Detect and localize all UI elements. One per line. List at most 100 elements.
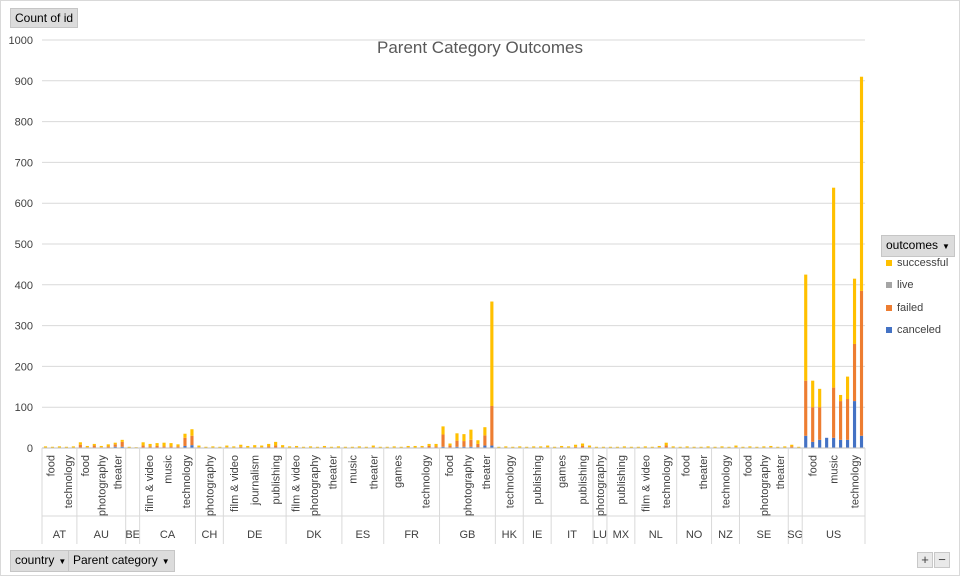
legend-label-failed: failed bbox=[897, 302, 924, 314]
bar-segment-successful bbox=[120, 439, 124, 442]
chevron-down-icon: ▼ bbox=[58, 557, 67, 566]
bar-segment-successful bbox=[497, 446, 501, 448]
bar-segment-failed bbox=[573, 446, 578, 448]
category-label: theater bbox=[368, 455, 380, 490]
category-label: theater bbox=[775, 455, 787, 490]
category-label: film & video bbox=[640, 455, 652, 512]
category-label: publishing bbox=[271, 455, 283, 505]
bar-segment-successful bbox=[678, 446, 682, 448]
category-label: technology bbox=[721, 455, 733, 509]
category-label: theater bbox=[328, 455, 340, 490]
bar-segment-successful bbox=[64, 446, 68, 448]
bar-segment-successful bbox=[741, 446, 745, 448]
category-label: games bbox=[557, 455, 569, 489]
bar-segment-successful bbox=[155, 443, 159, 446]
bar-segment-successful bbox=[43, 446, 48, 448]
category-label: food bbox=[808, 455, 820, 476]
bar-segment-successful bbox=[734, 445, 738, 448]
bar-segment-successful bbox=[636, 446, 640, 448]
bar-segment-canceled bbox=[113, 446, 117, 448]
bar-segment-failed bbox=[580, 445, 585, 448]
category-label: games bbox=[393, 455, 405, 489]
bar-segment-successful bbox=[615, 446, 619, 448]
category-label: publishing bbox=[578, 455, 590, 505]
bar-segment-successful bbox=[713, 446, 717, 448]
bar-segment-successful bbox=[211, 446, 215, 448]
bar-segment-failed bbox=[162, 446, 166, 448]
bar-segment-successful bbox=[225, 445, 229, 448]
bar-segment-canceled bbox=[859, 435, 864, 448]
legend-field-button[interactable]: outcomes ▼ bbox=[881, 235, 955, 257]
legend-item-failed: failed bbox=[886, 301, 923, 315]
bar-segment-successful bbox=[483, 427, 487, 436]
bar-segment-successful bbox=[692, 446, 696, 448]
legend-field-label: outcomes bbox=[886, 238, 939, 252]
bar-segment-successful bbox=[553, 446, 557, 448]
bar-segment-successful bbox=[511, 446, 515, 448]
y-tick-label: 500 bbox=[15, 239, 33, 251]
category-label: technology bbox=[421, 455, 433, 509]
bar-segment-failed bbox=[790, 446, 794, 448]
bar-segment-canceled bbox=[825, 437, 829, 448]
bar-segment-successful bbox=[434, 443, 438, 447]
bar-segment-successful bbox=[587, 445, 592, 448]
bar-segment-failed bbox=[483, 435, 487, 446]
bar-segment-successful bbox=[622, 446, 626, 448]
bar-segment-successful bbox=[295, 445, 299, 448]
bar-segment-successful bbox=[776, 446, 780, 448]
country-label: FR bbox=[404, 529, 419, 541]
bar-segment-canceled bbox=[120, 446, 124, 448]
value-field-button[interactable]: Count of id bbox=[10, 8, 79, 28]
bar-segment-successful bbox=[720, 446, 724, 448]
bar-segment-canceled bbox=[852, 401, 857, 448]
bar-segment-failed bbox=[155, 445, 159, 448]
bar-segment-successful bbox=[322, 445, 327, 448]
legend-label-successful: successful bbox=[897, 257, 949, 269]
bar-segment-successful bbox=[462, 434, 466, 442]
bar-segment-failed bbox=[120, 441, 124, 447]
bar-segment-successful bbox=[71, 446, 75, 448]
bar-segment-successful bbox=[260, 445, 264, 448]
legend-swatch-failed bbox=[886, 305, 892, 312]
bar-segment-failed bbox=[664, 445, 668, 448]
bar-segment-successful bbox=[301, 446, 306, 448]
bar-segment-successful bbox=[343, 446, 347, 448]
expand-field-button[interactable]: + bbox=[917, 552, 933, 568]
y-tick-label: 300 bbox=[15, 321, 33, 333]
bar-segment-failed bbox=[832, 387, 836, 438]
bar-segment-canceled bbox=[183, 445, 187, 448]
bar-segment-successful bbox=[567, 446, 571, 448]
country-label: IT bbox=[567, 529, 577, 541]
chart-title: Parent Category Outcomes bbox=[377, 38, 583, 57]
bar-segment-canceled bbox=[845, 439, 850, 448]
country-label: CH bbox=[201, 529, 217, 541]
bar-segment-failed bbox=[859, 290, 864, 436]
country-label: SE bbox=[757, 529, 772, 541]
bar-segment-successful bbox=[162, 442, 166, 447]
category-label: photography bbox=[204, 455, 216, 517]
bar-segment-successful bbox=[818, 388, 822, 408]
bar-segment-successful bbox=[364, 446, 368, 448]
category-label: photography bbox=[462, 455, 474, 517]
bar-segment-successful bbox=[664, 442, 668, 446]
bar-segment-successful bbox=[490, 301, 494, 406]
bar-segment-successful bbox=[329, 446, 334, 448]
bar-segment-successful bbox=[176, 444, 180, 447]
bar-segment-successful bbox=[308, 446, 313, 448]
collapse-field-button[interactable]: − bbox=[934, 552, 950, 568]
parent-category-field-button[interactable]: Parent category ▼ bbox=[68, 550, 175, 572]
category-label: food bbox=[743, 455, 755, 476]
bar-segment-successful bbox=[699, 446, 703, 448]
category-label: music bbox=[347, 455, 359, 484]
bar-segment-failed bbox=[455, 440, 459, 447]
country-field-button[interactable]: country ▼ bbox=[10, 550, 72, 572]
bar-segment-successful bbox=[85, 445, 89, 448]
bar-segment-failed bbox=[148, 446, 152, 448]
country-label: AT bbox=[53, 529, 67, 541]
bar-segment-successful bbox=[169, 443, 173, 447]
country-label: IE bbox=[532, 529, 542, 541]
category-label: food bbox=[444, 455, 456, 476]
category-label: theater bbox=[481, 455, 493, 490]
bar-segment-successful bbox=[204, 446, 208, 448]
bar-segment-successful bbox=[518, 446, 522, 448]
